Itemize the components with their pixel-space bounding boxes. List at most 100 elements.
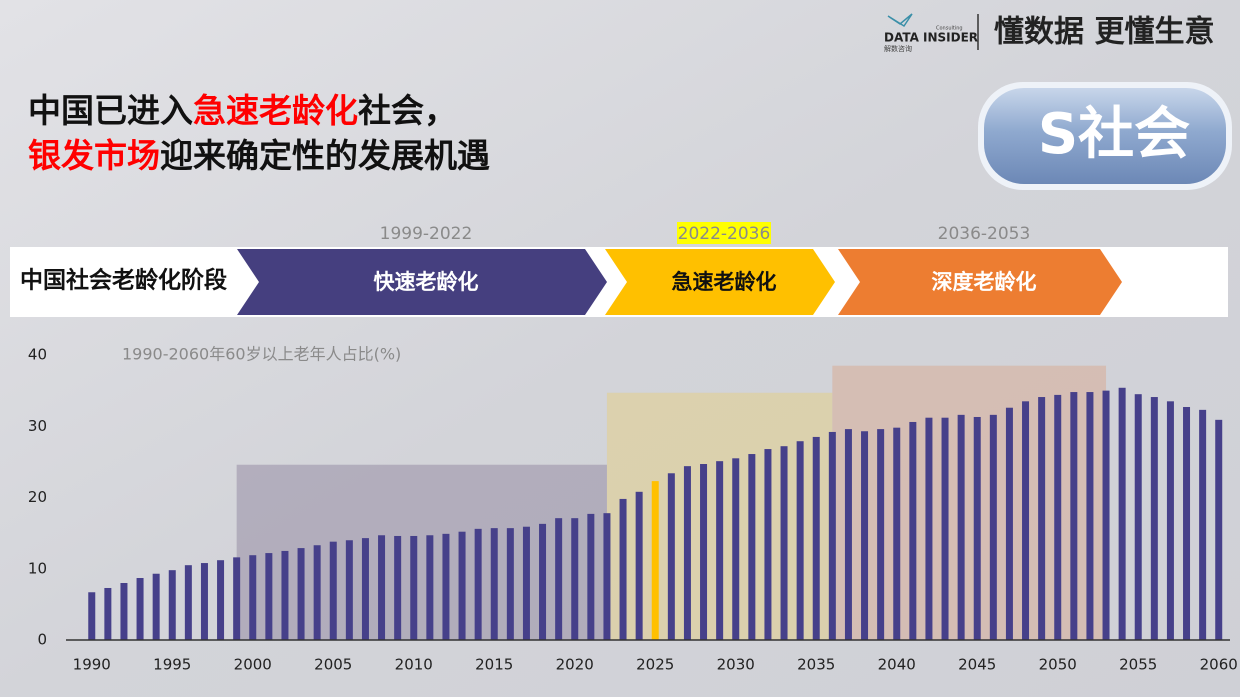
stage-arrow [838,249,1122,315]
bar [184,565,192,640]
y-tick-label: 40 [28,346,47,364]
stages: 1999-2022 快速老龄化 2022-2036 急速老龄化 2036-2053 深度老… [237,222,1122,315]
bar [168,570,176,640]
headline-segment: 银发市场 [28,136,160,175]
bar [861,431,869,640]
stage-period: 1999-2022 [380,224,473,244]
bar [925,417,933,640]
x-tick-label: 2005 [314,656,352,674]
x-tick-label: 2040 [878,656,916,674]
bar [1199,409,1207,640]
bar [683,466,691,640]
brand: DATA INSIDER [884,31,978,45]
x-tick-label: 2010 [395,656,433,674]
stage-period: 2022-2036 [678,224,771,244]
bar [233,557,241,640]
stage-label: 中国社会老龄化阶段 [20,267,227,294]
bar [474,528,482,640]
stage-name: 快速老龄化 [374,270,479,294]
bar [1215,419,1223,640]
headline-segment: 社会， [358,91,457,130]
badge: S社会 [978,82,1232,190]
bar [716,461,724,640]
badge-body [984,88,1226,184]
stage-period: 2036-2053 [938,224,1031,244]
x-tick-label: 2015 [475,656,513,674]
bar [378,535,386,640]
logo: DATA INSIDER Consulting 解数咨询 懂数据 更懂生意 [884,13,1214,53]
bar [1054,394,1062,640]
bar [88,592,96,640]
bar [989,414,997,640]
stage-name: 深度老龄化 [932,270,1037,294]
bar [619,498,627,640]
bar [313,545,321,640]
bar [748,454,756,640]
bar [361,538,369,640]
x-tick-label: 2045 [958,656,996,674]
y-tick-label: 0 [37,631,47,649]
headline-line: 中国已进入急速老龄化社会， [28,91,457,130]
bar [973,416,981,640]
bar [1150,397,1158,640]
bar [1086,392,1094,640]
bar [200,563,208,640]
x-tick-label: 2055 [1119,656,1157,674]
bar [458,531,466,640]
bar [265,553,273,640]
headline-segment: 中国已进入 [28,91,193,130]
bar [941,417,949,640]
bar [490,528,498,640]
x-tick-label: 2025 [636,656,674,674]
bar [539,523,547,640]
stage-name: 急速老龄化 [672,270,777,294]
bar [1134,394,1142,640]
bar [893,427,901,640]
x-tick-label: 2060 [1200,656,1238,674]
bar [780,446,788,640]
slogan: 懂数据 更懂生意 [994,15,1214,50]
bar [394,535,402,640]
bar [1183,407,1191,640]
x-tick-label: 2030 [717,656,755,674]
logo-icon [887,13,913,28]
bar [410,535,418,640]
bar [764,449,772,640]
bar [877,429,885,640]
bar [1005,407,1013,640]
bar [571,518,579,640]
bar [152,573,160,640]
bar [844,429,852,640]
bar [587,513,595,640]
bar [667,473,675,640]
bar [1022,401,1030,640]
bar [796,441,804,640]
brand-sub: 解数咨询 [884,44,912,53]
bar [1118,387,1126,640]
stage-band [832,365,1107,640]
y-tick-label: 10 [28,559,47,577]
x-tick-label: 1990 [73,656,111,674]
bar [957,414,965,640]
chart-title: 1990-2060年60岁以上老年人占比(%) [122,345,401,364]
brand-tag: Consulting [936,26,963,32]
x-tick-label: 2050 [1039,656,1077,674]
bar [812,436,820,640]
bar [603,513,611,640]
badge-text: S社会 [1038,102,1190,167]
bar [700,464,708,640]
y-tick-label: 30 [28,417,47,435]
bar [136,578,144,640]
bar [1038,397,1046,640]
bar [329,541,337,640]
y-tick-label: 20 [28,488,47,506]
bar [909,421,917,640]
headline-segment: 迎来确定性的发展机遇 [160,136,490,175]
bar [555,518,563,640]
stage-arrow [605,249,835,315]
stage-arrow [237,249,607,315]
bar [732,458,740,640]
period-highlight [677,222,771,244]
